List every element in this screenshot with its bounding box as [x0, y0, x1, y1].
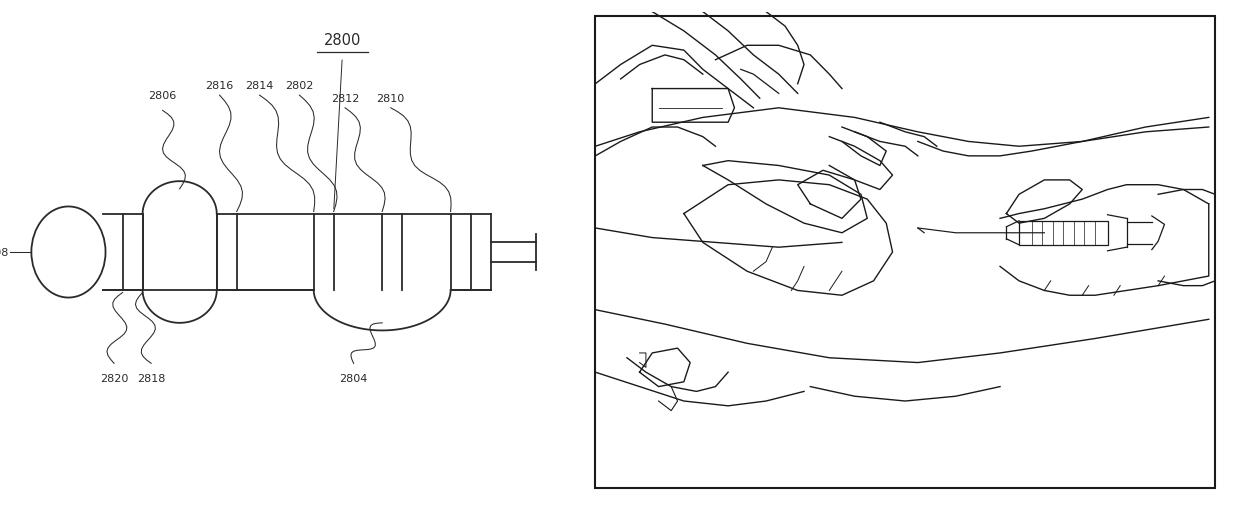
Text: 2810: 2810	[377, 93, 404, 104]
Text: 2808: 2808	[0, 247, 9, 258]
Bar	[314, 285, 450, 333]
Text: 2804: 2804	[340, 374, 368, 384]
Bar	[144, 179, 216, 326]
Text: 2800: 2800	[324, 33, 361, 48]
Text: 2816: 2816	[206, 81, 233, 91]
Text: 2806: 2806	[149, 91, 176, 101]
Bar	[1019, 221, 1107, 245]
Text: 2814: 2814	[246, 81, 274, 91]
Text: 2802: 2802	[285, 81, 314, 91]
Text: 2820: 2820	[100, 374, 128, 384]
Text: 2818: 2818	[136, 374, 165, 384]
Text: 2812: 2812	[331, 93, 360, 104]
